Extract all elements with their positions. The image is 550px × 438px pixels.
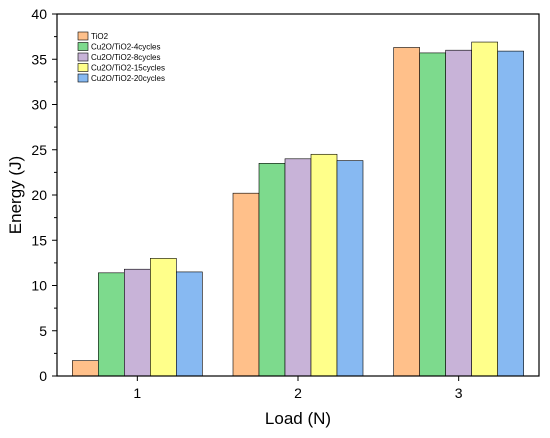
bar [419, 52, 446, 377]
bar [497, 50, 524, 377]
bar [258, 163, 286, 377]
bars-layer [72, 41, 524, 377]
bar [124, 268, 151, 377]
x-axis-ticks: 1 2 3 [133, 376, 463, 401]
bar [310, 153, 338, 377]
y-tick-label: 40 [31, 6, 47, 22]
bar [232, 192, 260, 377]
y-axis-ticks: 0 5 10 15 20 25 30 35 40 [31, 6, 57, 384]
y-tick-label: 0 [39, 368, 47, 384]
y-tick-label: 20 [31, 187, 47, 203]
bar [72, 360, 99, 377]
bar [445, 49, 472, 377]
bar [336, 160, 364, 377]
legend-swatch [77, 73, 89, 83]
legend-label: Cu2O/TiO2-20cycles [91, 74, 165, 83]
y-axis-title: Energy (J) [6, 156, 25, 234]
legend-label: Cu2O/TiO2-8cycles [91, 53, 161, 62]
x-tick-label: 3 [455, 385, 463, 401]
y-tick-label: 35 [31, 51, 47, 67]
bar [176, 271, 203, 377]
legend-label: Cu2O/TiO2-4cycles [91, 43, 161, 52]
bar [471, 41, 498, 377]
y-tick-label: 5 [39, 323, 47, 339]
legend-swatch [77, 31, 89, 41]
y-tick-label: 30 [31, 97, 47, 113]
y-tick-label: 15 [31, 232, 47, 248]
x-tick-label: 2 [294, 385, 302, 401]
bar [150, 258, 177, 377]
bar [284, 158, 312, 377]
legend-swatch [77, 63, 89, 72]
x-tick-label: 1 [133, 385, 141, 401]
legend-label: TiO2 [91, 32, 109, 41]
y-tick-label: 10 [31, 278, 47, 294]
legend-swatch [77, 52, 89, 62]
bar [98, 272, 125, 377]
legend-swatch [77, 42, 89, 51]
x-axis-title: Load (N) [265, 409, 331, 428]
legend-label: Cu2O/TiO2-15cycles [91, 64, 165, 73]
bar [393, 47, 420, 377]
y-tick-label: 25 [31, 142, 47, 158]
